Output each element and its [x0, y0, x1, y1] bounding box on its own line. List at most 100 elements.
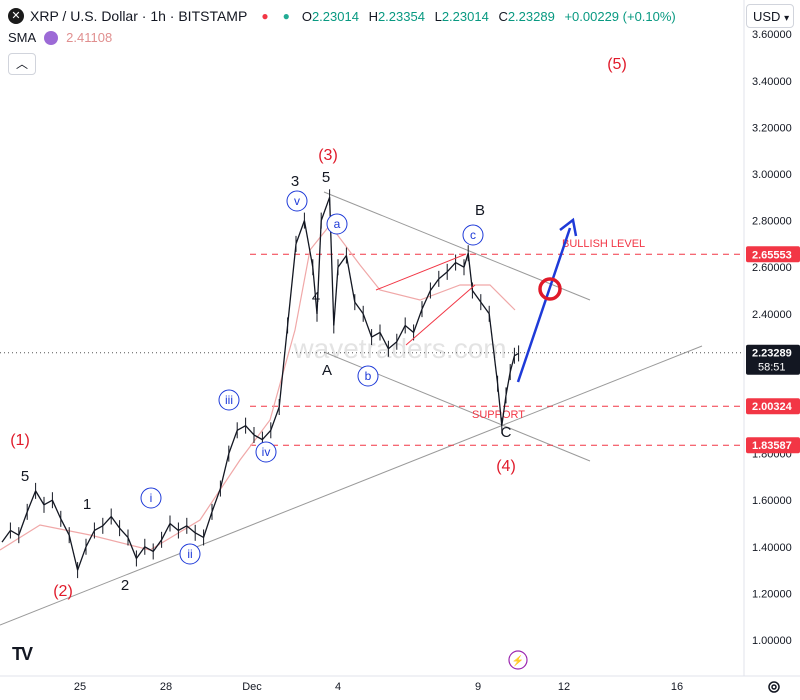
y-tick-label: 3.60000 [752, 29, 792, 41]
price-segment [471, 290, 482, 303]
price-segment [51, 499, 62, 520]
close-value: 2.23289 [507, 8, 555, 24]
price-segment [404, 324, 415, 333]
wave-circle [462, 224, 484, 246]
wave-label-red: (2) [53, 583, 73, 600]
price-segment [421, 290, 431, 310]
y-tick-label: 3.40000 [752, 76, 792, 88]
y-tick-label: 3.20000 [752, 122, 792, 134]
wave-label-circled: iii [225, 393, 233, 407]
price-segment [270, 406, 280, 431]
chevron-down-icon: ▾ [784, 13, 790, 24]
wave-label: 3 [291, 173, 299, 190]
currency-select[interactable]: USD ▾ [746, 4, 794, 28]
y-tick-label: 1.20000 [752, 588, 792, 600]
price-segment [228, 430, 238, 454]
lightning-glyph: ⚡ [512, 654, 524, 667]
tradingview-logo-icon[interactable]: TV [12, 644, 33, 664]
symbol-title[interactable]: XRP / U.S. Dollar · 1h · BITSTAMP [30, 8, 248, 24]
price-segment [26, 490, 37, 513]
y-tick-label: 2.60000 [752, 262, 792, 274]
price-segment [68, 534, 79, 571]
target-ring-icon [538, 277, 562, 301]
price-segment [119, 527, 129, 538]
price-segment [135, 546, 146, 559]
wave-circle [357, 365, 379, 387]
price-segment [333, 267, 339, 326]
price-segment [94, 525, 104, 532]
price-segment [85, 530, 95, 548]
y-tick-label: 1.60000 [752, 495, 792, 507]
wave-label-red: (4) [496, 458, 516, 475]
price-segment [438, 271, 448, 280]
price-segment [387, 341, 398, 350]
price-segment [236, 425, 246, 431]
price-segment [514, 352, 519, 357]
wave-label-circled: ii [187, 547, 192, 561]
wave-circle [326, 213, 348, 235]
y-tick-label: 2.40000 [752, 309, 792, 321]
price-segment [169, 523, 179, 531]
price-tag [746, 437, 800, 454]
price-segment [345, 255, 356, 303]
sma-line [0, 224, 516, 551]
indicator-settings-icon[interactable] [44, 30, 59, 45]
collapse-legend-button[interactable]: ︿ [8, 53, 36, 75]
price-tag-label: 2.65553 [752, 249, 792, 261]
wave-label: 2 [121, 577, 129, 594]
triangle-line-lower [405, 284, 476, 346]
arrow-head-icon [559, 217, 578, 237]
price-segment [186, 525, 196, 534]
wave-label: 4 [312, 289, 320, 306]
wave-circle [179, 543, 201, 565]
price-segment [429, 278, 440, 291]
wave-label-circled: b [365, 369, 372, 383]
sma-indicator-legend[interactable]: SMA 2.41108 [8, 30, 112, 45]
triangle-line-upper [375, 253, 467, 291]
price-segment [253, 434, 263, 441]
wave-label-circled: a [334, 217, 341, 231]
price-segment [496, 383, 503, 426]
price-segment [362, 313, 373, 338]
price-tag-countdown: 58:51 [758, 362, 786, 374]
price-segment [202, 511, 213, 538]
price-tag [746, 344, 800, 375]
change-value: +0.00229 (+0.10%) [564, 8, 676, 24]
wave-label-circled: v [294, 194, 300, 208]
y-tick-label: 2.80000 [752, 216, 792, 228]
price-segment [110, 516, 121, 529]
data-status-dot-icon: ● [282, 9, 290, 23]
market-status-dot-icon: ● [261, 9, 269, 23]
price-segment [286, 243, 297, 326]
price-segment [455, 261, 465, 268]
price-segment [354, 301, 364, 315]
price-tag-label: 1.83587 [752, 440, 792, 452]
y-tick-label: 3.00000 [752, 169, 792, 181]
price-segment [60, 518, 70, 536]
price-tag [746, 398, 800, 415]
x-logo-icon: ✕ [8, 8, 24, 24]
sma-label: SMA [8, 30, 37, 45]
price-segment [144, 546, 154, 553]
chart-header: ✕ XRP / U.S. Dollar · 1h · BITSTAMP ● ● … [8, 5, 682, 27]
price-segment [1, 530, 11, 543]
price-segment [127, 537, 138, 559]
wave-circle [286, 190, 308, 212]
bullish-level-label: BULLISH LEVEL [562, 238, 645, 250]
price-segment [278, 325, 289, 408]
x-tick-label: 9 [475, 681, 481, 693]
price-segment [509, 355, 516, 373]
high-value: 2.23354 [377, 8, 425, 24]
x-tick-label: 12 [558, 681, 570, 693]
wave-label-red: (1) [10, 432, 30, 449]
price-segment [194, 532, 204, 539]
price-segment [303, 220, 314, 268]
price-segment [152, 539, 163, 552]
price-segment [446, 262, 457, 273]
price-segment [219, 453, 230, 489]
price-segment [480, 301, 490, 315]
price-segment [35, 490, 45, 506]
gear-icon[interactable] [766, 679, 782, 695]
wave-label: 5 [21, 468, 29, 485]
